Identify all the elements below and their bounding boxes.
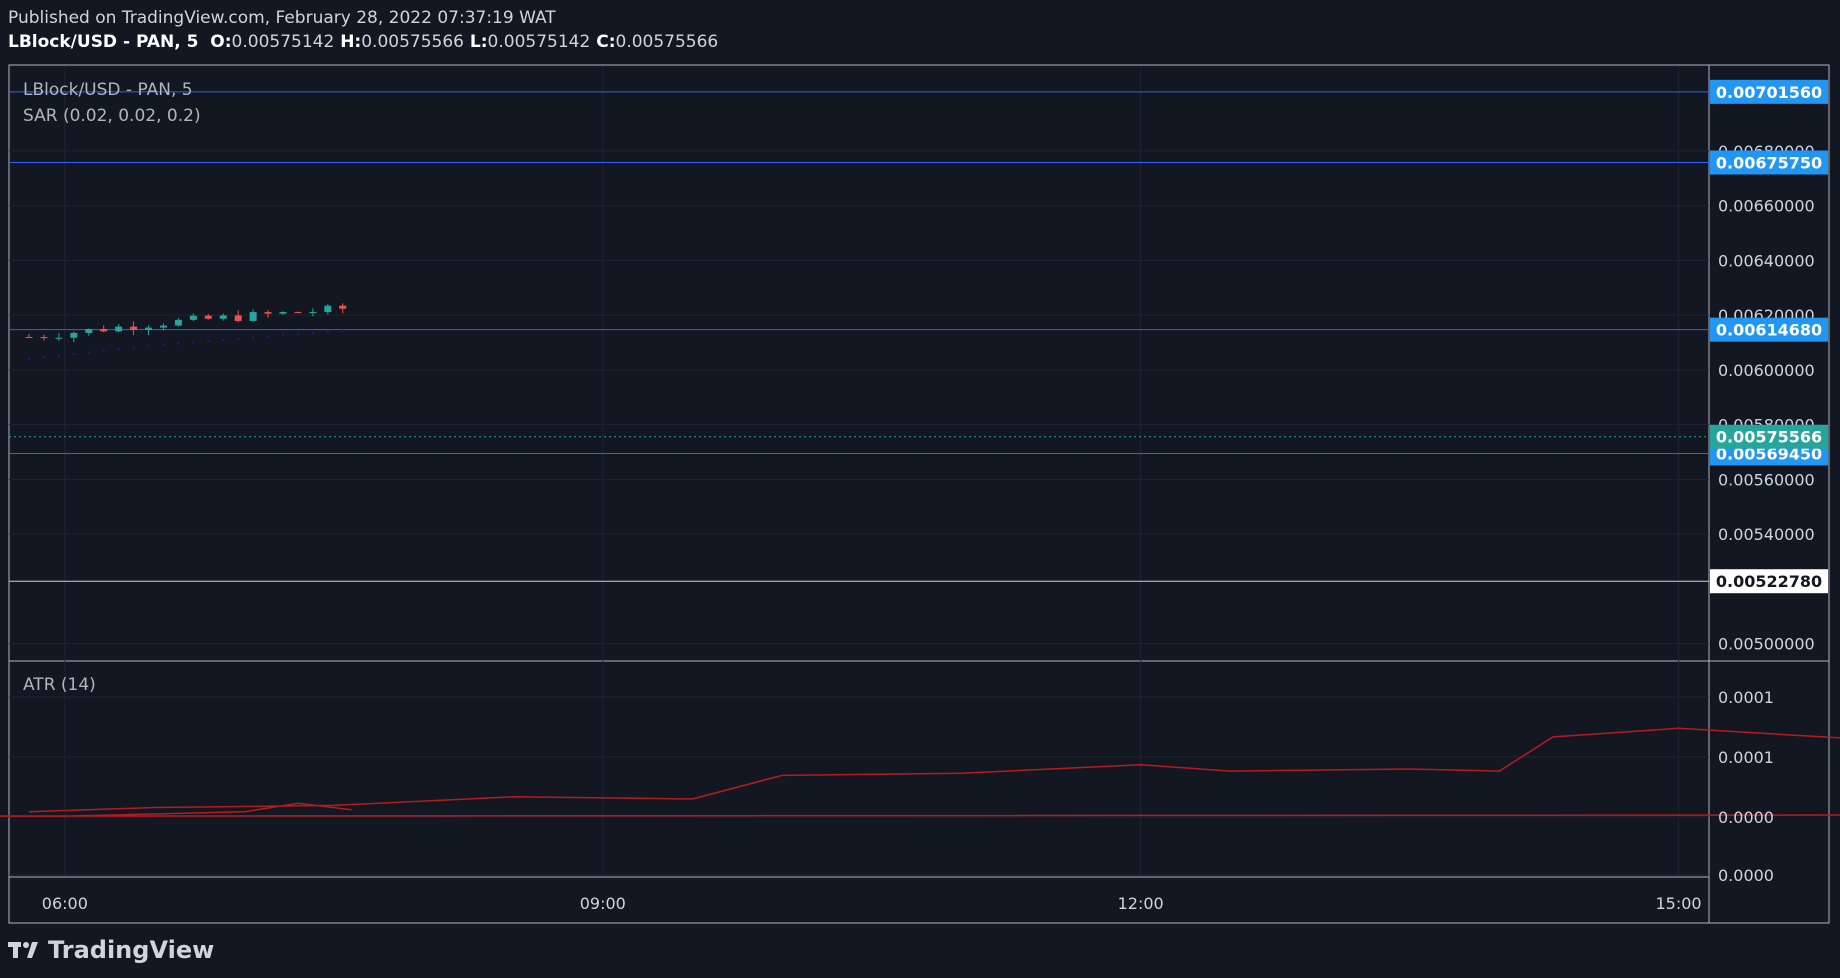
candle-body <box>130 326 138 330</box>
sar-dot <box>341 329 344 332</box>
tradingview-logo[interactable]: TradingView <box>8 936 214 964</box>
sar-dot <box>326 330 330 334</box>
candle-body <box>189 315 197 320</box>
tradingview-logo-icon <box>8 942 38 958</box>
chart-header: Published on TradingView.com, February 2… <box>8 6 718 54</box>
price-tag-label: 0.00522780 <box>1716 572 1822 591</box>
price-tag-label: 0.00701560 <box>1716 83 1822 102</box>
published-line: Published on TradingView.com, February 2… <box>8 8 556 28</box>
price-tag-label: 0.00675750 <box>1716 153 1822 172</box>
atr-legend[interactable]: ATR (14) <box>23 675 96 695</box>
symbol-label: LBlock/USD - PAN, 5 <box>8 32 199 52</box>
sar-dot <box>222 338 225 342</box>
sar-dot <box>251 336 255 339</box>
ohlc-line: LBlock/USD - PAN, 5 O:0.00575142 H:0.005… <box>8 30 718 54</box>
price-axis[interactable]: 0.006800000.006600000.006400000.00620000… <box>1718 142 1815 654</box>
sar-dot <box>87 351 90 354</box>
sar-dot <box>102 349 105 352</box>
sar-dot <box>192 341 195 344</box>
price-tag-box <box>1710 150 1828 175</box>
candle-body <box>264 312 272 314</box>
atr-tick-label: 0.0000 <box>1718 866 1774 885</box>
atr-tick-label: 0.0001 <box>1718 688 1774 707</box>
candles <box>25 303 347 343</box>
sar-dot <box>57 354 61 357</box>
sar-dot <box>72 352 76 356</box>
time-tick-label: 06:00 <box>42 894 88 913</box>
time-axis[interactable]: 06:0009:0012:0015:0018:0021:002803:0006:… <box>42 894 1840 913</box>
candle-body <box>145 327 153 330</box>
candle-body <box>40 337 48 339</box>
sar-dot <box>296 333 300 336</box>
atr-axis: 0.0001 0.0001 0.0000 0.0000 <box>1718 688 1774 885</box>
sar-dot <box>207 339 210 343</box>
close-label: C: <box>596 32 616 52</box>
open-value: 0.00575142 <box>231 32 335 52</box>
candle-body <box>204 315 212 319</box>
candle-body <box>174 319 182 326</box>
candle-body <box>294 312 302 314</box>
grid <box>9 66 1709 876</box>
price-tick-label: 0.00540000 <box>1718 525 1815 544</box>
atr-series <box>0 727 1840 817</box>
sar-dots <box>27 329 344 361</box>
price-tick-label: 0.00600000 <box>1718 361 1815 380</box>
time-tick-label: 12:00 <box>1118 894 1164 913</box>
candle-body <box>55 337 63 339</box>
sar-dot <box>117 347 120 351</box>
chart-frame <box>8 64 1830 924</box>
candle-body <box>249 312 257 321</box>
candle-body <box>115 326 123 332</box>
sar-dot <box>281 334 285 337</box>
sar-legend[interactable]: SAR (0.02, 0.02, 0.2) <box>23 106 201 126</box>
price-tick-label: 0.00560000 <box>1718 470 1815 489</box>
candle-body <box>279 312 287 314</box>
sar-dot <box>27 357 31 361</box>
sar-dot <box>177 342 180 345</box>
atr-tick-label: 0.0001 <box>1718 748 1774 767</box>
candle-body <box>219 315 227 319</box>
candle-body <box>324 305 332 313</box>
price-tag-label: 0.00614680 <box>1716 321 1822 340</box>
atr-line <box>0 727 1840 817</box>
price-tick-label: 0.00660000 <box>1718 197 1815 216</box>
horizontal-lines <box>9 91 1709 582</box>
candle-body <box>159 325 167 328</box>
current-price-box <box>1710 424 1828 449</box>
sar-dot <box>311 331 315 335</box>
sar-dot <box>236 337 240 341</box>
candle-body <box>309 312 317 314</box>
series-legend[interactable]: LBlock/USD - PAN, 5 <box>23 80 193 100</box>
sar-dot <box>266 335 270 338</box>
current-price-label: 0.00575566 <box>1716 428 1822 447</box>
sar-dot <box>162 343 165 346</box>
price-tick-label: 0.00500000 <box>1718 635 1815 654</box>
price-tick-label: 0.00640000 <box>1718 251 1815 270</box>
price-tags: 0.00701560 0.00675750 0.00614680 0.00569450… <box>1710 79 1828 594</box>
high-value: 0.00575566 <box>361 32 464 52</box>
open-label: O: <box>210 32 232 52</box>
candle-body <box>25 336 33 338</box>
sar-dot <box>147 344 150 348</box>
close-value: 0.00575566 <box>615 32 719 52</box>
sar-dot <box>42 356 46 359</box>
candle-body <box>85 328 93 333</box>
candle-body <box>339 305 347 309</box>
brand-name: TradingView <box>48 936 215 964</box>
high-label: H: <box>340 32 362 52</box>
candle-body <box>100 328 108 332</box>
candle-body <box>234 315 242 321</box>
price-tag-label: 0.00569450 <box>1716 444 1822 463</box>
price-tag-box <box>1710 317 1828 342</box>
time-tick-label: 09:00 <box>580 894 626 913</box>
time-tick-label: 15:00 <box>1656 894 1702 913</box>
low-value: 0.00575142 <box>487 32 591 52</box>
price-tag-box <box>1710 569 1828 594</box>
atr-tick-label: 0.0000 <box>1718 808 1774 827</box>
price-tag-box <box>1710 79 1828 104</box>
low-label: L: <box>469 32 488 52</box>
candle-body <box>70 332 78 338</box>
sar-dot <box>132 346 135 349</box>
